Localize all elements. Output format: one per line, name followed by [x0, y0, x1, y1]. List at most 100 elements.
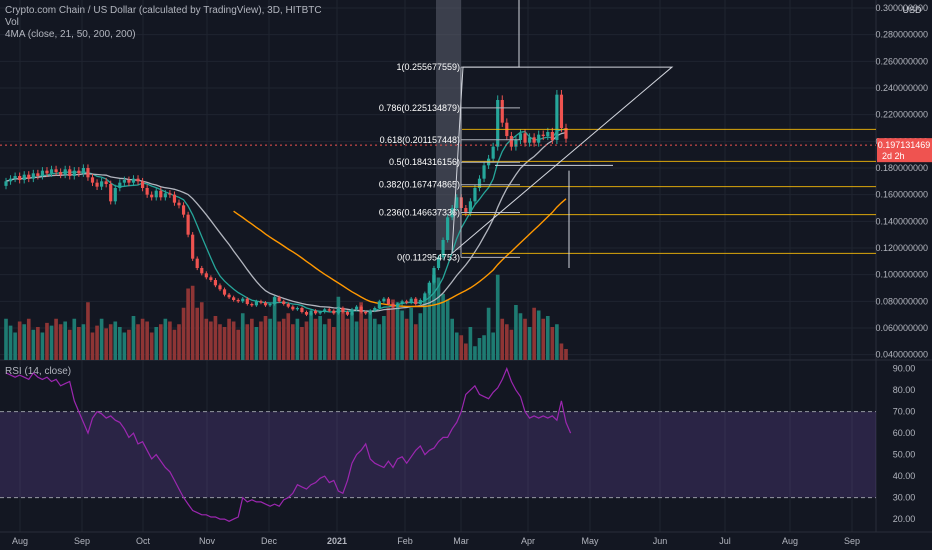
candle-body [427, 282, 432, 294]
volume-bar [136, 324, 140, 360]
candle-body [31, 173, 35, 179]
candle-body [464, 208, 468, 214]
volume-bar [295, 318, 300, 360]
volume-bar [81, 324, 86, 360]
candle [304, 310, 309, 317]
candle-body [391, 304, 395, 307]
volume-bar [213, 316, 218, 360]
candle-body [131, 178, 136, 183]
volume-bar [122, 332, 127, 360]
volume-bar [304, 321, 309, 360]
candle [332, 309, 336, 315]
candle-body [277, 297, 281, 302]
candle-body [268, 304, 272, 306]
rsi-band [0, 411, 876, 498]
candle [359, 305, 363, 314]
rsi-line [5, 366, 572, 522]
candle-body [163, 193, 167, 198]
candle-body [514, 140, 518, 147]
candle [482, 161, 486, 183]
candle-body [323, 309, 327, 312]
candle-body [295, 308, 299, 310]
volume-bar [436, 277, 441, 360]
volume-bar [236, 329, 241, 360]
candle [500, 95, 504, 127]
candle-body [282, 301, 286, 304]
fib-level-label: 0.618(0.201157448) [380, 135, 460, 145]
volume-bar [555, 324, 559, 360]
time-tick-label: 2021 [327, 536, 347, 546]
candle [218, 283, 222, 292]
candle-body [36, 173, 40, 176]
fib-level-label: 0(0.112954753) [397, 252, 460, 262]
candle [441, 237, 445, 260]
candle [509, 131, 513, 151]
candle [541, 130, 545, 141]
candle-body [213, 280, 218, 286]
candle [295, 306, 299, 311]
candle [273, 295, 277, 306]
volume-bar [495, 274, 500, 360]
candle-body [27, 174, 31, 179]
price-tick-label: 0.280000000 [875, 30, 928, 40]
candle [473, 184, 477, 205]
bar-countdown: 2d 2h [882, 151, 905, 161]
volume-bar [564, 349, 568, 360]
candle [127, 176, 131, 187]
candle [537, 130, 541, 147]
time-tick-label: May [581, 536, 599, 546]
volume-bar [158, 324, 163, 360]
price-tick-label: 0.080000000 [875, 296, 928, 306]
price-tick-label: 0.060000000 [875, 323, 928, 333]
candle-body [113, 188, 117, 202]
candle-body [63, 169, 67, 175]
volume-bar [186, 288, 190, 360]
candle-body [386, 298, 391, 304]
volume-bar [58, 324, 63, 360]
volume-bar [291, 324, 295, 360]
candle-body [40, 170, 45, 176]
candle-body [177, 202, 181, 206]
volume-bar [550, 327, 555, 360]
candle [40, 167, 45, 180]
candle [400, 299, 404, 306]
candle-body [450, 208, 454, 218]
candle-body [154, 190, 158, 198]
candle-body [423, 293, 427, 300]
candle-body [218, 285, 222, 290]
time-tick-label: Feb [397, 536, 413, 546]
volume-bar [345, 318, 350, 360]
candle-body [455, 197, 459, 208]
candle [113, 184, 117, 205]
candle [414, 297, 418, 306]
candle [36, 169, 40, 180]
candle-body [81, 168, 85, 174]
volume-bar [145, 321, 149, 360]
volume-bar [527, 327, 532, 360]
candle-body [304, 312, 309, 315]
candle-body [537, 134, 541, 143]
candle-body [8, 178, 13, 182]
rsi-tick-label: 50.00 [893, 450, 916, 460]
candle [195, 256, 199, 271]
candle [154, 187, 158, 201]
candle [350, 307, 354, 317]
candle [245, 297, 249, 306]
candle-body [555, 94, 559, 140]
candle [222, 287, 227, 297]
volume-bar [423, 296, 427, 360]
candle-body [350, 309, 354, 315]
volume-bar [227, 318, 231, 360]
candle-body [109, 184, 113, 202]
candle [555, 89, 559, 145]
candle-body [405, 301, 409, 303]
price-tick-label: 0.120000000 [875, 243, 928, 253]
candle-body [377, 301, 381, 308]
volume-bar [477, 338, 482, 360]
volume-bar [67, 329, 72, 360]
candle [140, 177, 145, 192]
volume-bar [532, 307, 536, 360]
candle-body [477, 178, 482, 188]
candle [145, 184, 149, 198]
